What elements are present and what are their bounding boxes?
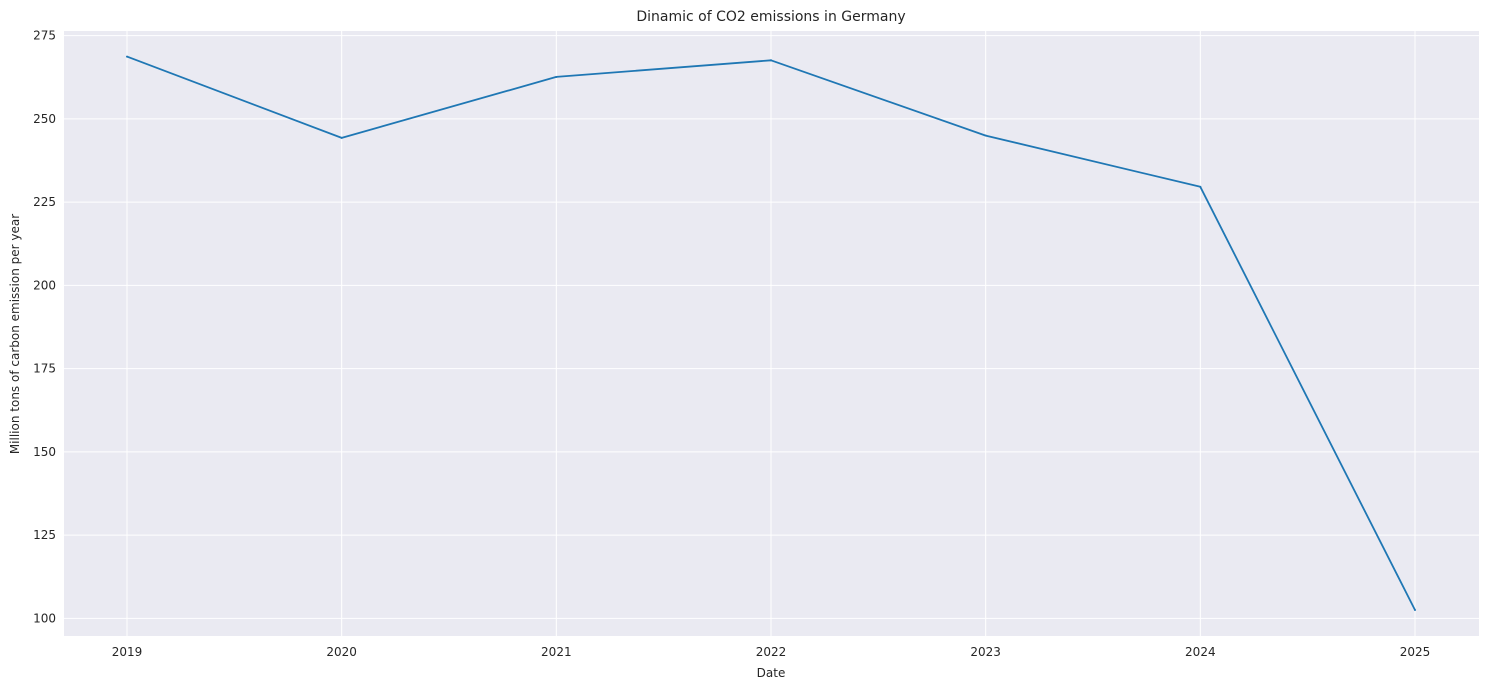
y-tick-label: 200 [33, 278, 56, 292]
data-point [770, 59, 772, 62]
series-lines [126, 55, 1416, 612]
x-tick-label: 2022 [756, 645, 787, 659]
grid-lines [64, 31, 1479, 636]
x-tick-label: 2019 [112, 645, 143, 659]
chart-title: Dinamic of CO2 emissions in Germany [636, 9, 905, 25]
y-axis-title: Million tons of carbon emission per year [8, 214, 22, 454]
y-tick-labels: 100 125 150 175 200 225 250 275 [33, 29, 56, 626]
x-tick-labels: 2019 2020 2021 2022 2023 2024 2025 [112, 645, 1431, 659]
x-tick-label: 2021 [541, 645, 572, 659]
data-point [1199, 185, 1202, 188]
x-tick-label: 2020 [326, 645, 357, 659]
x-tick-label: 2023 [970, 645, 1001, 659]
y-tick-label: 150 [33, 445, 56, 459]
x-tick-label: 2025 [1400, 645, 1431, 659]
y-tick-label: 225 [33, 195, 56, 209]
data-point [555, 75, 558, 78]
x-axis-title: Date [757, 666, 786, 680]
data-point [1414, 609, 1416, 612]
data-point [340, 136, 343, 139]
data-point [984, 134, 987, 137]
y-tick-label: 100 [33, 611, 56, 625]
y-tick-label: 275 [33, 29, 56, 43]
x-tick-label: 2024 [1185, 645, 1216, 659]
y-tick-label: 125 [33, 528, 56, 542]
data-point [126, 55, 128, 58]
y-tick-label: 175 [33, 362, 56, 376]
y-tick-label: 250 [33, 112, 56, 126]
